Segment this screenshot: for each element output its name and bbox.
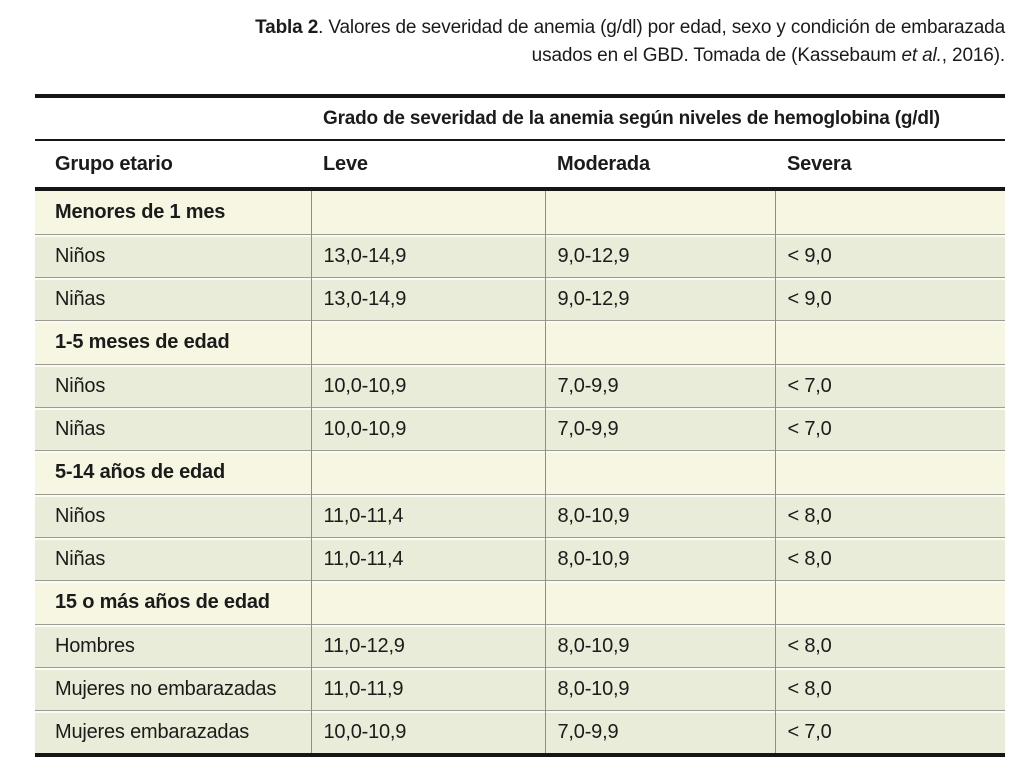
- cell-severa: < 8,0: [774, 537, 1006, 581]
- data-row: Niños 11,0-11,4 8,0-10,9 < 8,0: [35, 494, 1006, 538]
- cell-leve: 13,0-14,9: [310, 277, 545, 321]
- cell-label: Mujeres no embarazadas: [35, 667, 311, 711]
- cell-empty: [310, 320, 545, 365]
- caption-et-al: et al.: [901, 45, 942, 66]
- cell-moderada: 7,0-9,9: [544, 407, 775, 451]
- cell-label: Mujeres embarazadas: [35, 710, 311, 757]
- cell-label: Niños: [35, 234, 311, 278]
- cell-severa: < 9,0: [774, 234, 1006, 278]
- cell-empty: [774, 189, 1006, 235]
- cell-severa: < 7,0: [774, 364, 1006, 408]
- data-row: Mujeres no embarazadas 11,0-11,9 8,0-10,9 <…: [35, 667, 1006, 711]
- cell-moderada: 7,0-9,9: [544, 364, 775, 408]
- cell-leve: 11,0-11,4: [310, 537, 545, 581]
- data-row: Niñas 11,0-11,4 8,0-10,9 < 8,0: [35, 537, 1006, 581]
- cell-label: Niñas: [35, 277, 311, 321]
- caption-text-3: , 2016).: [941, 45, 1005, 66]
- caption-table-number: Tabla 2: [255, 17, 319, 38]
- empty-header-cell: [35, 94, 311, 141]
- column-header-row: Grupo etario Leve Moderada Severa: [35, 140, 1006, 191]
- cell-severa: < 8,0: [774, 494, 1006, 538]
- cell-empty: [544, 450, 775, 495]
- data-row: Niños 10,0-10,9 7,0-9,9 < 7,0: [35, 364, 1006, 408]
- cell-label: Niñas: [35, 537, 311, 581]
- group-row: 1-5 meses de edad: [35, 320, 1006, 365]
- data-row: Niñas 10,0-10,9 7,0-9,9 < 7,0: [35, 407, 1006, 451]
- cell-empty: [544, 580, 775, 625]
- group-row: 15 o más años de edad: [35, 580, 1006, 625]
- cell-group-label: 1-5 meses de edad: [35, 320, 311, 365]
- cell-group-label: 15 o más años de edad: [35, 580, 311, 625]
- cell-moderada: 9,0-12,9: [544, 234, 775, 278]
- caption-text-1: . Valores de severidad de anemia (g/dl) …: [318, 17, 1005, 38]
- cell-label: Hombres: [35, 624, 311, 668]
- cell-severa: < 7,0: [774, 407, 1006, 451]
- cell-moderada: 8,0-10,9: [544, 537, 775, 581]
- cell-empty: [310, 189, 545, 235]
- cell-group-label: Menores de 1 mes: [35, 189, 311, 235]
- cell-leve: 11,0-11,4: [310, 494, 545, 538]
- cell-leve: 11,0-12,9: [310, 624, 545, 668]
- cell-moderada: 8,0-10,9: [544, 667, 775, 711]
- cell-moderada: 7,0-9,9: [544, 710, 775, 757]
- cell-moderada: 8,0-10,9: [544, 494, 775, 538]
- caption-text-2: usados en el GBD. Tomada de (Kassebaum: [531, 45, 902, 66]
- table-caption: Tabla 2. Valores de severidad de anemia …: [35, 14, 1005, 70]
- cell-leve: 13,0-14,9: [310, 234, 545, 278]
- cell-empty: [774, 320, 1006, 365]
- cell-leve: 11,0-11,9: [310, 667, 545, 711]
- cell-severa: < 8,0: [774, 624, 1006, 668]
- data-row: Niñas 13,0-14,9 9,0-12,9 < 9,0: [35, 277, 1006, 321]
- column-header-severa: Severa: [775, 140, 1006, 191]
- cell-label: Niños: [35, 494, 311, 538]
- data-row: Niños 13,0-14,9 9,0-12,9 < 9,0: [35, 234, 1006, 278]
- cell-moderada: 8,0-10,9: [544, 624, 775, 668]
- cell-leve: 10,0-10,9: [310, 710, 545, 757]
- span-header-cell: Grado de severidad de la anemia según ni…: [311, 94, 1006, 141]
- cell-group-label: 5-14 años de edad: [35, 450, 311, 495]
- cell-leve: 10,0-10,9: [310, 407, 545, 451]
- column-header-grupo-etario: Grupo etario: [35, 140, 311, 191]
- cell-leve: 10,0-10,9: [310, 364, 545, 408]
- caption-line-1: Tabla 2. Valores de severidad de anemia …: [35, 14, 1005, 42]
- cell-empty: [310, 450, 545, 495]
- cell-severa: < 9,0: [774, 277, 1006, 321]
- cell-label: Niñas: [35, 407, 311, 451]
- cell-severa: < 8,0: [774, 667, 1006, 711]
- column-header-moderada: Moderada: [545, 140, 775, 191]
- data-row: Mujeres embarazadas 10,0-10,9 7,0-9,9 < 7,0: [35, 710, 1006, 757]
- span-header-row: Grado de severidad de la anemia según ni…: [35, 94, 1006, 141]
- cell-label: Niños: [35, 364, 311, 408]
- data-row: Hombres 11,0-12,9 8,0-10,9 < 8,0: [35, 624, 1006, 668]
- cell-severa: < 7,0: [774, 710, 1006, 757]
- cell-empty: [310, 580, 545, 625]
- anemia-severity-table: Grado de severidad de la anemia según ni…: [35, 94, 1006, 757]
- table-header: Grado de severidad de la anemia según ni…: [35, 94, 1006, 191]
- cell-empty: [544, 320, 775, 365]
- group-row: 5-14 años de edad: [35, 450, 1006, 495]
- cell-empty: [774, 450, 1006, 495]
- caption-line-2: usados en el GBD. Tomada de (Kassebaum e…: [35, 42, 1005, 70]
- column-header-leve: Leve: [311, 140, 545, 191]
- cell-moderada: 9,0-12,9: [544, 277, 775, 321]
- cell-empty: [774, 580, 1006, 625]
- cell-empty: [544, 189, 775, 235]
- group-row: Menores de 1 mes: [35, 189, 1006, 235]
- table-body: Menores de 1 mes Niños 13,0-14,9 9,0-12,9 < …: [35, 189, 1006, 757]
